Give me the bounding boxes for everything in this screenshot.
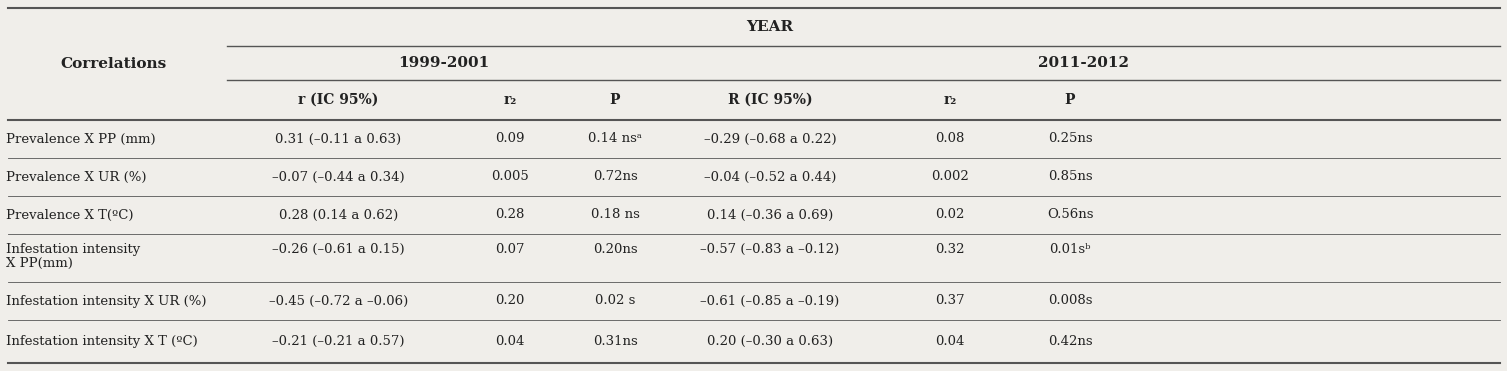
Text: Correlations: Correlations xyxy=(60,57,167,71)
Text: Prevalence X UR (%): Prevalence X UR (%) xyxy=(6,171,146,184)
Text: –0.29 (–0.68 a 0.22): –0.29 (–0.68 a 0.22) xyxy=(704,132,836,145)
Text: 0.28 (0.14 a 0.62): 0.28 (0.14 a 0.62) xyxy=(279,209,398,221)
Text: –0.26 (–0.61 a 0.15): –0.26 (–0.61 a 0.15) xyxy=(273,243,405,256)
Text: 0.42ns: 0.42ns xyxy=(1047,335,1093,348)
Text: YEAR: YEAR xyxy=(746,20,794,34)
Text: 0.85ns: 0.85ns xyxy=(1047,171,1093,184)
Text: 0.008s: 0.008s xyxy=(1047,295,1093,308)
Text: O.56ns: O.56ns xyxy=(1047,209,1093,221)
Text: r₂: r₂ xyxy=(503,93,517,107)
Text: P: P xyxy=(1065,93,1076,107)
Text: 0.18 ns: 0.18 ns xyxy=(591,209,639,221)
Text: 0.08: 0.08 xyxy=(936,132,964,145)
Text: 0.31 (–0.11 a 0.63): 0.31 (–0.11 a 0.63) xyxy=(276,132,401,145)
Text: 0.09: 0.09 xyxy=(496,132,524,145)
Text: –0.04 (–0.52 a 0.44): –0.04 (–0.52 a 0.44) xyxy=(704,171,836,184)
Text: R (IC 95%): R (IC 95%) xyxy=(728,93,812,107)
Text: 0.14 (–0.36 a 0.69): 0.14 (–0.36 a 0.69) xyxy=(707,209,833,221)
Text: 0.31ns: 0.31ns xyxy=(592,335,637,348)
Text: 0.04: 0.04 xyxy=(936,335,964,348)
Text: 0.20: 0.20 xyxy=(496,295,524,308)
Text: 0.02: 0.02 xyxy=(936,209,964,221)
Text: Infestation intensity: Infestation intensity xyxy=(6,243,140,256)
Text: 2011-2012: 2011-2012 xyxy=(1038,56,1129,70)
Text: Infestation intensity X UR (%): Infestation intensity X UR (%) xyxy=(6,295,206,308)
Text: 0.32: 0.32 xyxy=(936,243,964,256)
Text: 0.72ns: 0.72ns xyxy=(592,171,637,184)
Text: X PP(mm): X PP(mm) xyxy=(6,257,72,270)
Text: –0.57 (–0.83 a –0.12): –0.57 (–0.83 a –0.12) xyxy=(701,243,839,256)
Text: 0.005: 0.005 xyxy=(491,171,529,184)
Text: –0.45 (–0.72 a –0.06): –0.45 (–0.72 a –0.06) xyxy=(268,295,408,308)
Text: 0.20ns: 0.20ns xyxy=(592,243,637,256)
Text: –0.61 (–0.85 a –0.19): –0.61 (–0.85 a –0.19) xyxy=(701,295,839,308)
Text: 0.37: 0.37 xyxy=(936,295,964,308)
Text: –0.07 (–0.44 a 0.34): –0.07 (–0.44 a 0.34) xyxy=(273,171,405,184)
Text: r₂: r₂ xyxy=(943,93,957,107)
Text: r (IC 95%): r (IC 95%) xyxy=(298,93,378,107)
Text: –0.21 (–0.21 a 0.57): –0.21 (–0.21 a 0.57) xyxy=(273,335,405,348)
Text: 0.01sᵇ: 0.01sᵇ xyxy=(1049,243,1091,256)
Text: 0.02 s: 0.02 s xyxy=(595,295,634,308)
Text: Infestation intensity X T (ºC): Infestation intensity X T (ºC) xyxy=(6,335,197,348)
Text: 0.25ns: 0.25ns xyxy=(1047,132,1093,145)
Text: 0.14 nsᵃ: 0.14 nsᵃ xyxy=(588,132,642,145)
Text: 0.07: 0.07 xyxy=(496,243,524,256)
Text: 0.002: 0.002 xyxy=(931,171,969,184)
Text: 0.20 (–0.30 a 0.63): 0.20 (–0.30 a 0.63) xyxy=(707,335,833,348)
Text: 1999-2001: 1999-2001 xyxy=(398,56,490,70)
Text: P: P xyxy=(610,93,621,107)
Text: 0.04: 0.04 xyxy=(496,335,524,348)
Text: Prevalence X PP (mm): Prevalence X PP (mm) xyxy=(6,132,155,145)
Text: 0.28: 0.28 xyxy=(496,209,524,221)
Text: Prevalence X T(ºC): Prevalence X T(ºC) xyxy=(6,209,134,221)
